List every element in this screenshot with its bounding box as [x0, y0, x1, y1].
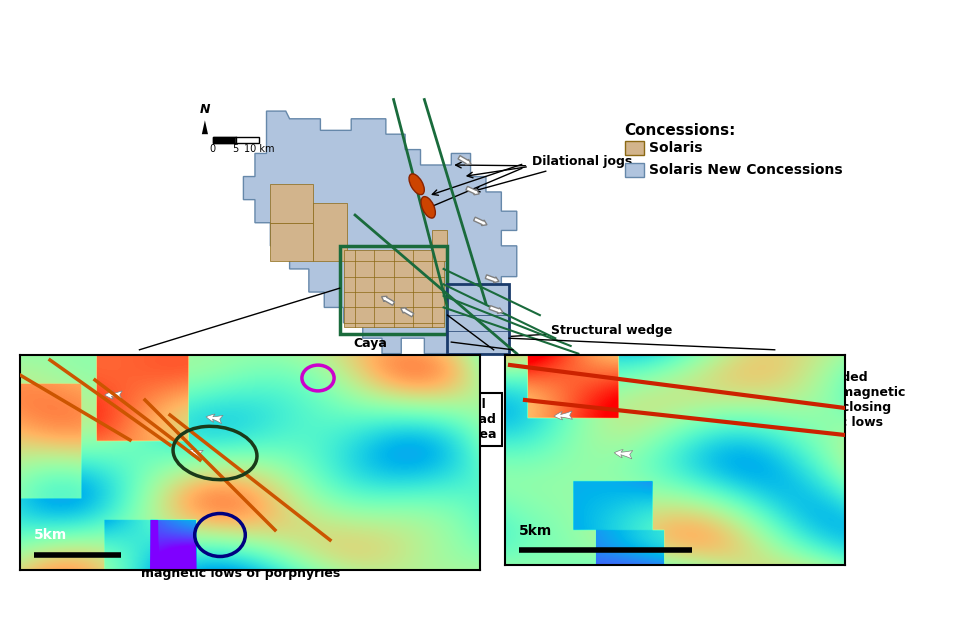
Polygon shape	[343, 231, 448, 327]
Text: Dilational jogs: Dilational jogs	[475, 155, 632, 192]
Text: N: N	[199, 103, 210, 117]
Text: 0: 0	[209, 144, 216, 154]
Text: Concessions:: Concessions:	[625, 123, 736, 138]
FancyArrow shape	[458, 155, 471, 164]
Bar	[625, 141, 644, 155]
Ellipse shape	[409, 174, 424, 195]
Polygon shape	[243, 111, 517, 354]
Bar	[213, 137, 259, 143]
Text: 5: 5	[233, 144, 238, 154]
Text: Solaris: Solaris	[649, 141, 703, 155]
Text: Open-ended
annular magnetic
highs enclosing
magnetic lows: Open-ended annular magnetic highs enclos…	[782, 371, 906, 429]
FancyArrow shape	[489, 306, 503, 313]
Text: Warintza
Cluster: Warintza Cluster	[328, 537, 390, 565]
Text: Caya: Caya	[353, 337, 387, 350]
Ellipse shape	[421, 197, 435, 218]
Text: 10 km: 10 km	[243, 144, 274, 154]
FancyArrow shape	[474, 217, 486, 225]
Polygon shape	[201, 120, 208, 134]
Bar	[270, 223, 312, 261]
Bar	[270, 184, 312, 223]
Text: 5km: 5km	[519, 524, 552, 538]
Text: Warintza
South: Warintza South	[259, 537, 321, 565]
Bar	[312, 203, 347, 261]
Text: Open-ended annular
magnetic highs enclosing
magnetic lows of porphyries: Open-ended annular magnetic highs enclos…	[141, 537, 341, 580]
FancyArrow shape	[466, 187, 480, 195]
FancyArrow shape	[381, 296, 394, 305]
FancyArrow shape	[401, 308, 414, 317]
Text: 5km: 5km	[34, 528, 67, 542]
Bar	[625, 162, 644, 176]
FancyArrow shape	[486, 275, 499, 283]
Text: Structural wedge: Structural wedge	[483, 324, 672, 340]
Text: Caya epithermal
target lies in broad
transtensional area: Caya epithermal target lies in broad tra…	[359, 397, 497, 441]
Bar	[448, 284, 509, 354]
Bar	[340, 246, 448, 334]
Text: Solaris New Concessions: Solaris New Concessions	[649, 162, 843, 176]
